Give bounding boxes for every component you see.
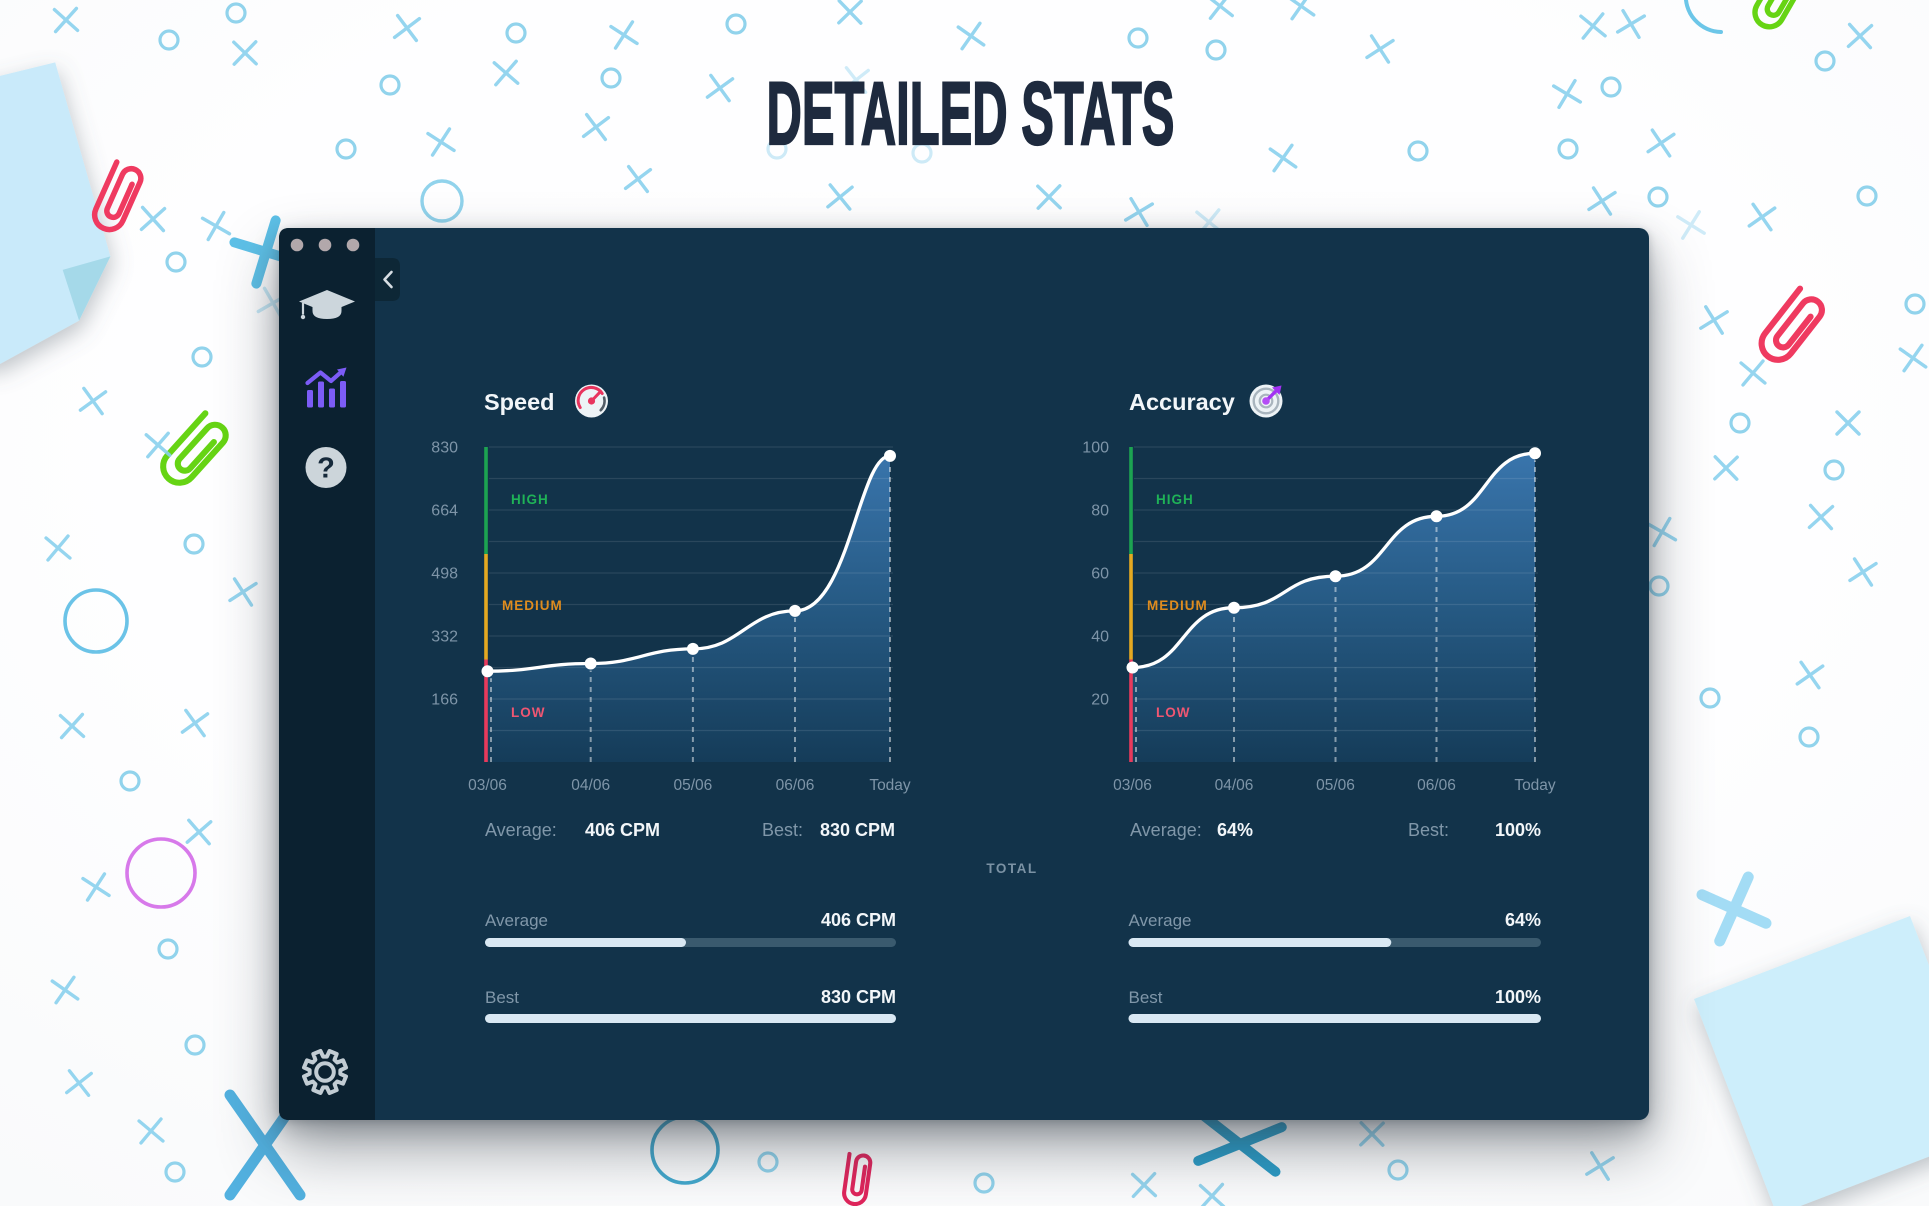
svg-text:LOW: LOW — [511, 705, 546, 720]
svg-text:Average: Average — [485, 911, 548, 930]
svg-text:06/06: 06/06 — [1417, 777, 1456, 794]
svg-text:Today: Today — [1514, 777, 1556, 794]
svg-text:80: 80 — [1091, 503, 1109, 520]
svg-text:MEDIUM: MEDIUM — [502, 598, 563, 613]
svg-text:830 CPM: 830 CPM — [821, 987, 896, 1007]
svg-text:04/06: 04/06 — [571, 777, 610, 794]
svg-text:64%: 64% — [1505, 910, 1541, 930]
svg-text:MEDIUM: MEDIUM — [1147, 598, 1208, 613]
svg-text:40: 40 — [1091, 629, 1109, 646]
svg-text:TOTAL: TOTAL — [986, 861, 1037, 876]
svg-text:Accuracy: Accuracy — [1129, 389, 1235, 415]
svg-text:04/06: 04/06 — [1215, 777, 1254, 794]
svg-text:Best: Best — [485, 988, 519, 1007]
svg-text:406 CPM: 406 CPM — [585, 820, 660, 840]
svg-text:406 CPM: 406 CPM — [821, 910, 896, 930]
svg-text:05/06: 05/06 — [1316, 777, 1355, 794]
svg-text:05/06: 05/06 — [674, 777, 713, 794]
svg-text:332: 332 — [431, 629, 458, 646]
svg-text:Best:: Best: — [762, 820, 803, 840]
svg-text:60: 60 — [1091, 566, 1109, 583]
svg-text:HIGH: HIGH — [1156, 492, 1194, 507]
svg-text:Today: Today — [869, 777, 911, 794]
svg-text:100%: 100% — [1495, 820, 1541, 840]
svg-text:830: 830 — [431, 440, 458, 457]
svg-text:Average: Average — [1129, 911, 1192, 930]
svg-text:Average:: Average: — [1130, 820, 1202, 840]
svg-text:830 CPM: 830 CPM — [820, 820, 895, 840]
svg-text:Best:: Best: — [1408, 820, 1449, 840]
svg-text:03/06: 03/06 — [468, 777, 507, 794]
svg-text:64%: 64% — [1217, 820, 1253, 840]
svg-text:Average:: Average: — [485, 820, 557, 840]
svg-text:Speed: Speed — [484, 389, 555, 415]
svg-text:HIGH: HIGH — [511, 492, 549, 507]
svg-text:?: ? — [317, 453, 335, 485]
svg-text:100: 100 — [1082, 440, 1109, 457]
svg-text:06/06: 06/06 — [776, 777, 815, 794]
svg-text:664: 664 — [431, 503, 458, 520]
svg-text:20: 20 — [1091, 692, 1109, 709]
svg-text:166: 166 — [431, 692, 458, 709]
svg-text:Best: Best — [1129, 988, 1163, 1007]
svg-text:100%: 100% — [1495, 987, 1541, 1007]
svg-text:498: 498 — [431, 566, 458, 583]
svg-text:LOW: LOW — [1156, 705, 1191, 720]
svg-text:03/06: 03/06 — [1113, 777, 1152, 794]
